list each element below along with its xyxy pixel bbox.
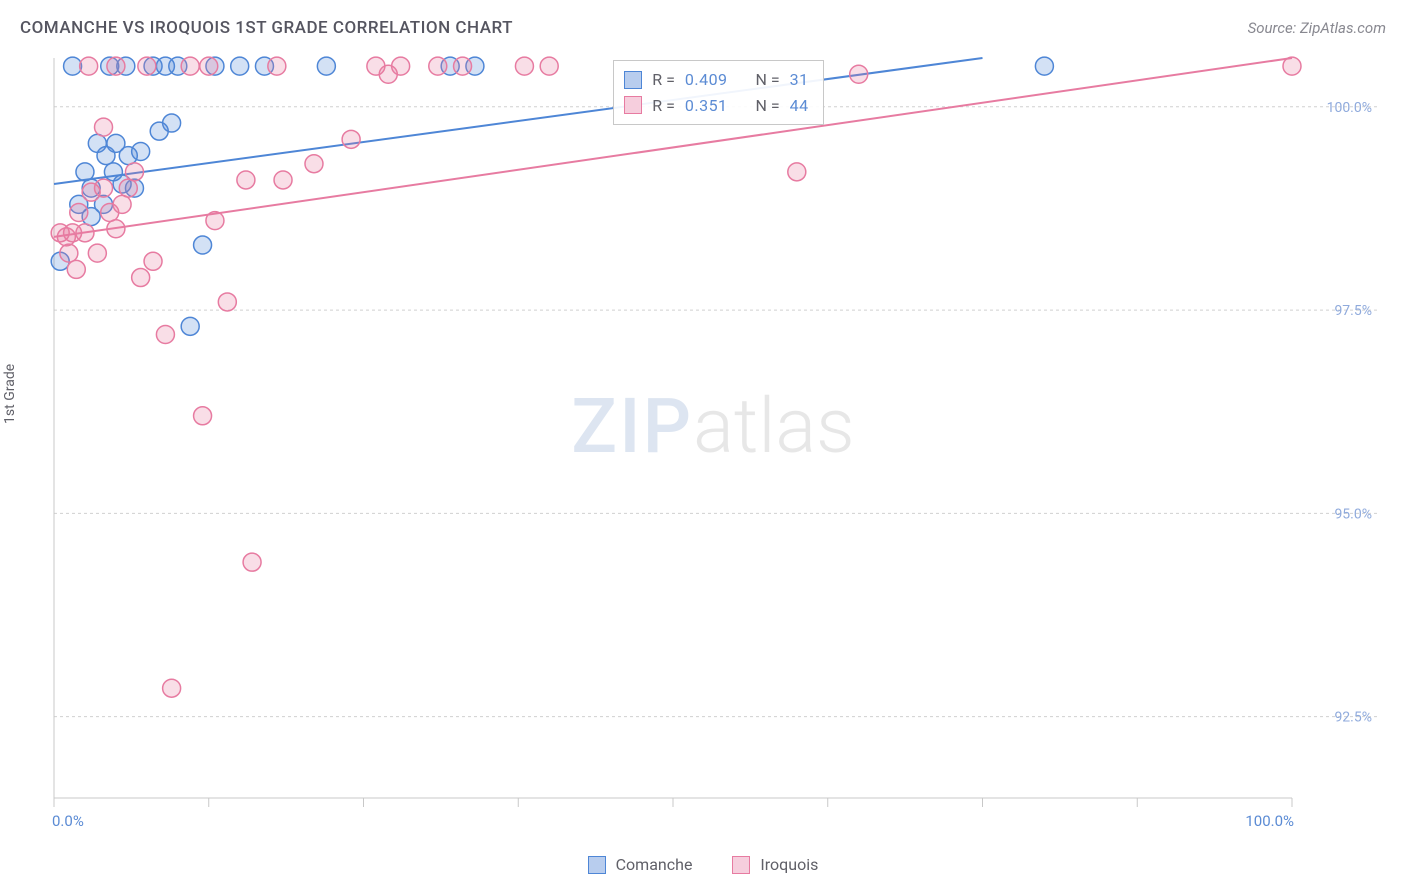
y-axis-label: 1st Grade	[2, 364, 18, 424]
data-point	[274, 171, 292, 189]
data-point	[156, 325, 174, 343]
svg-text:100.0%: 100.0%	[1327, 100, 1372, 116]
data-point	[95, 179, 113, 197]
legend-r-value: 0.351	[685, 93, 728, 119]
data-point	[70, 204, 88, 222]
data-point	[454, 57, 472, 75]
data-point	[163, 114, 181, 132]
legend-swatch-icon	[732, 856, 750, 874]
data-point	[64, 57, 82, 75]
data-point	[194, 407, 212, 425]
legend-n-value: 44	[790, 93, 809, 119]
data-point	[392, 57, 410, 75]
data-point	[200, 57, 218, 75]
data-point	[850, 65, 868, 83]
data-point	[1035, 57, 1053, 75]
data-point	[237, 171, 255, 189]
data-point	[218, 293, 236, 311]
chart-source: Source: ZipAtlas.com	[1248, 19, 1386, 37]
legend-row: R = 0.351 N = 44	[624, 93, 808, 119]
data-point	[231, 57, 249, 75]
svg-text:0.0%: 0.0%	[52, 812, 84, 830]
plot-area: 92.5%95.0%97.5%100.0%0.0%100.0% ZIPatlas…	[48, 52, 1378, 832]
data-point	[107, 57, 125, 75]
data-point	[243, 553, 261, 571]
data-point	[540, 57, 558, 75]
legend-r-label: R =	[652, 67, 675, 93]
legend-r-value: 0.409	[685, 67, 728, 93]
legend-row: R = 0.409 N = 31	[624, 67, 808, 93]
data-point	[132, 143, 150, 161]
svg-text:92.5%: 92.5%	[1334, 710, 1372, 726]
data-point	[342, 130, 360, 148]
data-point	[138, 57, 156, 75]
legend-r-label: R =	[652, 93, 675, 119]
data-point	[181, 317, 199, 335]
legend-swatch-icon	[624, 71, 642, 89]
data-point	[88, 244, 106, 262]
data-point	[144, 252, 162, 270]
data-point	[132, 269, 150, 287]
correlation-legend: R = 0.409 N = 31 R = 0.351 N = 44	[613, 60, 823, 125]
data-point	[163, 679, 181, 697]
data-point	[788, 163, 806, 181]
data-point	[60, 244, 78, 262]
data-point	[429, 57, 447, 75]
data-point	[95, 118, 113, 136]
legend-swatch-icon	[588, 856, 606, 874]
chart-title: COMANCHE VS IROQUOIS 1ST GRADE CORRELATI…	[20, 18, 513, 38]
data-point	[113, 195, 131, 213]
chart-header: COMANCHE VS IROQUOIS 1ST GRADE CORRELATI…	[20, 18, 1386, 38]
series-legend: Comanche Iroquois	[0, 855, 1406, 874]
regression-line	[54, 58, 983, 184]
svg-text:100.0%: 100.0%	[1245, 812, 1294, 830]
data-point	[305, 155, 323, 173]
svg-text:95.0%: 95.0%	[1334, 506, 1372, 522]
legend-n-label: N =	[755, 93, 779, 119]
data-point	[80, 57, 98, 75]
legend-n-label: N =	[755, 67, 779, 93]
data-point	[515, 57, 533, 75]
svg-text:97.5%: 97.5%	[1334, 303, 1372, 319]
series-legend-label: Comanche	[616, 855, 693, 874]
legend-n-value: 31	[790, 67, 809, 93]
data-point	[119, 179, 137, 197]
data-point	[125, 163, 143, 181]
legend-swatch-icon	[624, 96, 642, 114]
data-point	[181, 57, 199, 75]
data-point	[317, 57, 335, 75]
series-legend-label: Iroquois	[760, 855, 818, 874]
chart-svg: 92.5% 95.0% 97.5% 100.0% 0.0% 100.0%	[48, 52, 1378, 832]
data-point	[268, 57, 286, 75]
data-point	[194, 236, 212, 254]
data-point	[67, 260, 85, 278]
series-legend-item: Iroquois	[732, 855, 818, 874]
series-legend-item: Comanche	[588, 855, 693, 874]
